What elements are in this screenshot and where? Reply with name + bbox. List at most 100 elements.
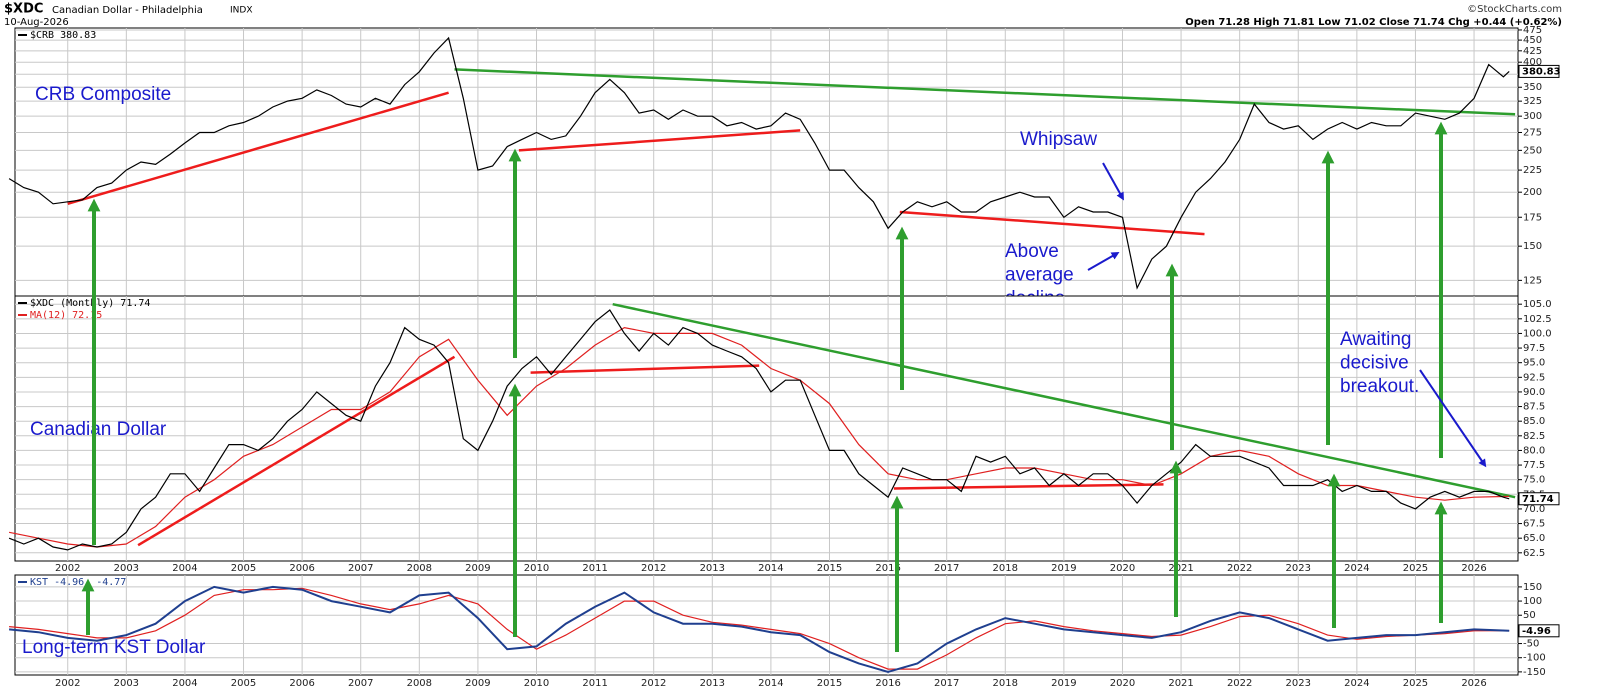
x-tick-label: 2022	[1227, 563, 1252, 574]
x-tick-label: 2024	[1344, 678, 1369, 689]
x-tick-label: 2004	[172, 563, 197, 574]
y-tick-label: 100.0	[1523, 328, 1552, 339]
y-tick-label: 100	[1523, 596, 1542, 607]
x-tick-label: 2020	[1110, 563, 1135, 574]
pointer-arrow	[1419, 369, 1487, 468]
trendline	[454, 68, 1516, 116]
trendline	[137, 355, 456, 547]
y-tick-label: 95.0	[1523, 358, 1545, 369]
y-tick-label: 97.5	[1523, 343, 1545, 354]
y-tick-label: 150	[1523, 582, 1542, 593]
series-line	[9, 585, 1510, 673]
plot-area	[14, 27, 1519, 297]
y-tick-label: 275	[1523, 127, 1542, 138]
trendline	[67, 91, 449, 205]
y-tick-label: 102.5	[1523, 314, 1552, 325]
y-tick-label: -150	[1523, 667, 1546, 678]
x-tick-label: 2023	[1286, 563, 1311, 574]
x-tick-label: 2005	[231, 678, 256, 689]
y-tick-label: 475	[1523, 25, 1542, 36]
y-tick-label: 82.5	[1523, 431, 1545, 442]
y-tick-label: 300	[1523, 111, 1542, 122]
legend-label: MA(12) 72.15	[30, 310, 102, 321]
x-tick-label: 2009	[465, 563, 490, 574]
x-tick-label: 2018	[993, 563, 1018, 574]
y-tick-label: 87.5	[1523, 402, 1545, 413]
x-tick-label: 2026	[1461, 678, 1486, 689]
last-value-box	[1518, 64, 1560, 78]
y-tick-label: 67.5	[1523, 519, 1545, 530]
x-tick-label: 2014	[758, 563, 783, 574]
x-tick-label: 2012	[641, 678, 666, 689]
x-tick-label: 2007	[348, 563, 373, 574]
x-tick-label: 2021	[1168, 678, 1193, 689]
last-value-box	[1518, 624, 1560, 638]
x-tick-label: 2003	[114, 678, 139, 689]
last-value-box	[1518, 492, 1560, 506]
y-tick-label: 62.5	[1523, 548, 1545, 559]
trendline	[530, 364, 760, 374]
instrument-name: Canadian Dollar - Philadelphia	[52, 5, 203, 16]
y-tick-label: 325	[1523, 96, 1542, 107]
x-tick-label: 2006	[289, 563, 314, 574]
y-tick-label: 50	[1523, 610, 1536, 621]
y-tick-label: 70.0	[1523, 504, 1545, 515]
trendline	[899, 210, 1205, 236]
y-tick-label: 175	[1523, 212, 1542, 223]
annotation: Whipsaw	[1020, 129, 1097, 150]
x-tick-label: 2014	[758, 678, 783, 689]
y-tick-label: 80.0	[1523, 445, 1545, 456]
y-tick-label: 350	[1523, 82, 1542, 93]
x-tick-label: 2007	[348, 678, 373, 689]
x-tick-label: 2015	[817, 678, 842, 689]
trendline	[893, 483, 1164, 490]
x-tick-label: 2022	[1227, 678, 1252, 689]
annotation: Above	[1005, 241, 1059, 262]
arrows	[81, 121, 1448, 652]
x-tick-label: 2026	[1461, 563, 1486, 574]
y-tick-label: 92.5	[1523, 372, 1545, 383]
series-line	[8, 36, 1510, 290]
plot-area	[14, 574, 1519, 676]
y-tick-label: 77.5	[1523, 460, 1545, 471]
x-tick-label: 2011	[582, 678, 607, 689]
x-tick-label: 2006	[289, 678, 314, 689]
exchange: INDX	[230, 6, 252, 16]
y-tick-label: 150	[1523, 241, 1542, 252]
x-tick-label: 2024	[1344, 563, 1369, 574]
annotation: Long-term KST Dollar	[22, 637, 206, 658]
x-tick-label: 2018	[993, 678, 1018, 689]
annotation: average	[1005, 265, 1074, 286]
x-tick-label: 2015	[817, 563, 842, 574]
plots: 1251501752002252502753003253503754004254…	[8, 25, 1561, 689]
x-tick-label: 2025	[1403, 678, 1428, 689]
y-tick-label: 125	[1523, 275, 1542, 286]
annotation: CRB Composite	[35, 84, 171, 105]
plot-area	[14, 295, 1519, 562]
x-tick-label: 2011	[582, 563, 607, 574]
x-tick-label: 2019	[1051, 678, 1076, 689]
y-tick-label: 400	[1523, 57, 1542, 68]
y-tick-label: 425	[1523, 46, 1542, 57]
symbol: $XDC	[4, 2, 43, 17]
last-value-label: -4.96	[1522, 626, 1551, 637]
quote: Open 71.28 High 71.81 Low 71.02 Close 71…	[1185, 17, 1562, 28]
x-tick-label: 2025	[1403, 563, 1428, 574]
x-tick-label: 2008	[407, 678, 432, 689]
y-tick-label: 225	[1523, 165, 1542, 176]
annotation: Awaiting	[1340, 329, 1411, 350]
last-value-label: 71.74	[1522, 494, 1554, 505]
x-tick-label: 2021	[1168, 563, 1193, 574]
x-tick-label: 2016	[875, 678, 900, 689]
x-tick-label: 2020	[1110, 678, 1135, 689]
y-tick-label: -100	[1523, 653, 1546, 664]
y-tick-label: 250	[1523, 145, 1542, 156]
annotation: breakout.	[1340, 376, 1419, 397]
x-tick-label: 2023	[1286, 678, 1311, 689]
annotation: decisive	[1340, 353, 1409, 374]
y-tick-label: 75.0	[1523, 475, 1545, 486]
pointer-arrow	[1087, 252, 1120, 271]
x-tick-label: 2017	[934, 563, 959, 574]
trendline	[612, 302, 1516, 499]
